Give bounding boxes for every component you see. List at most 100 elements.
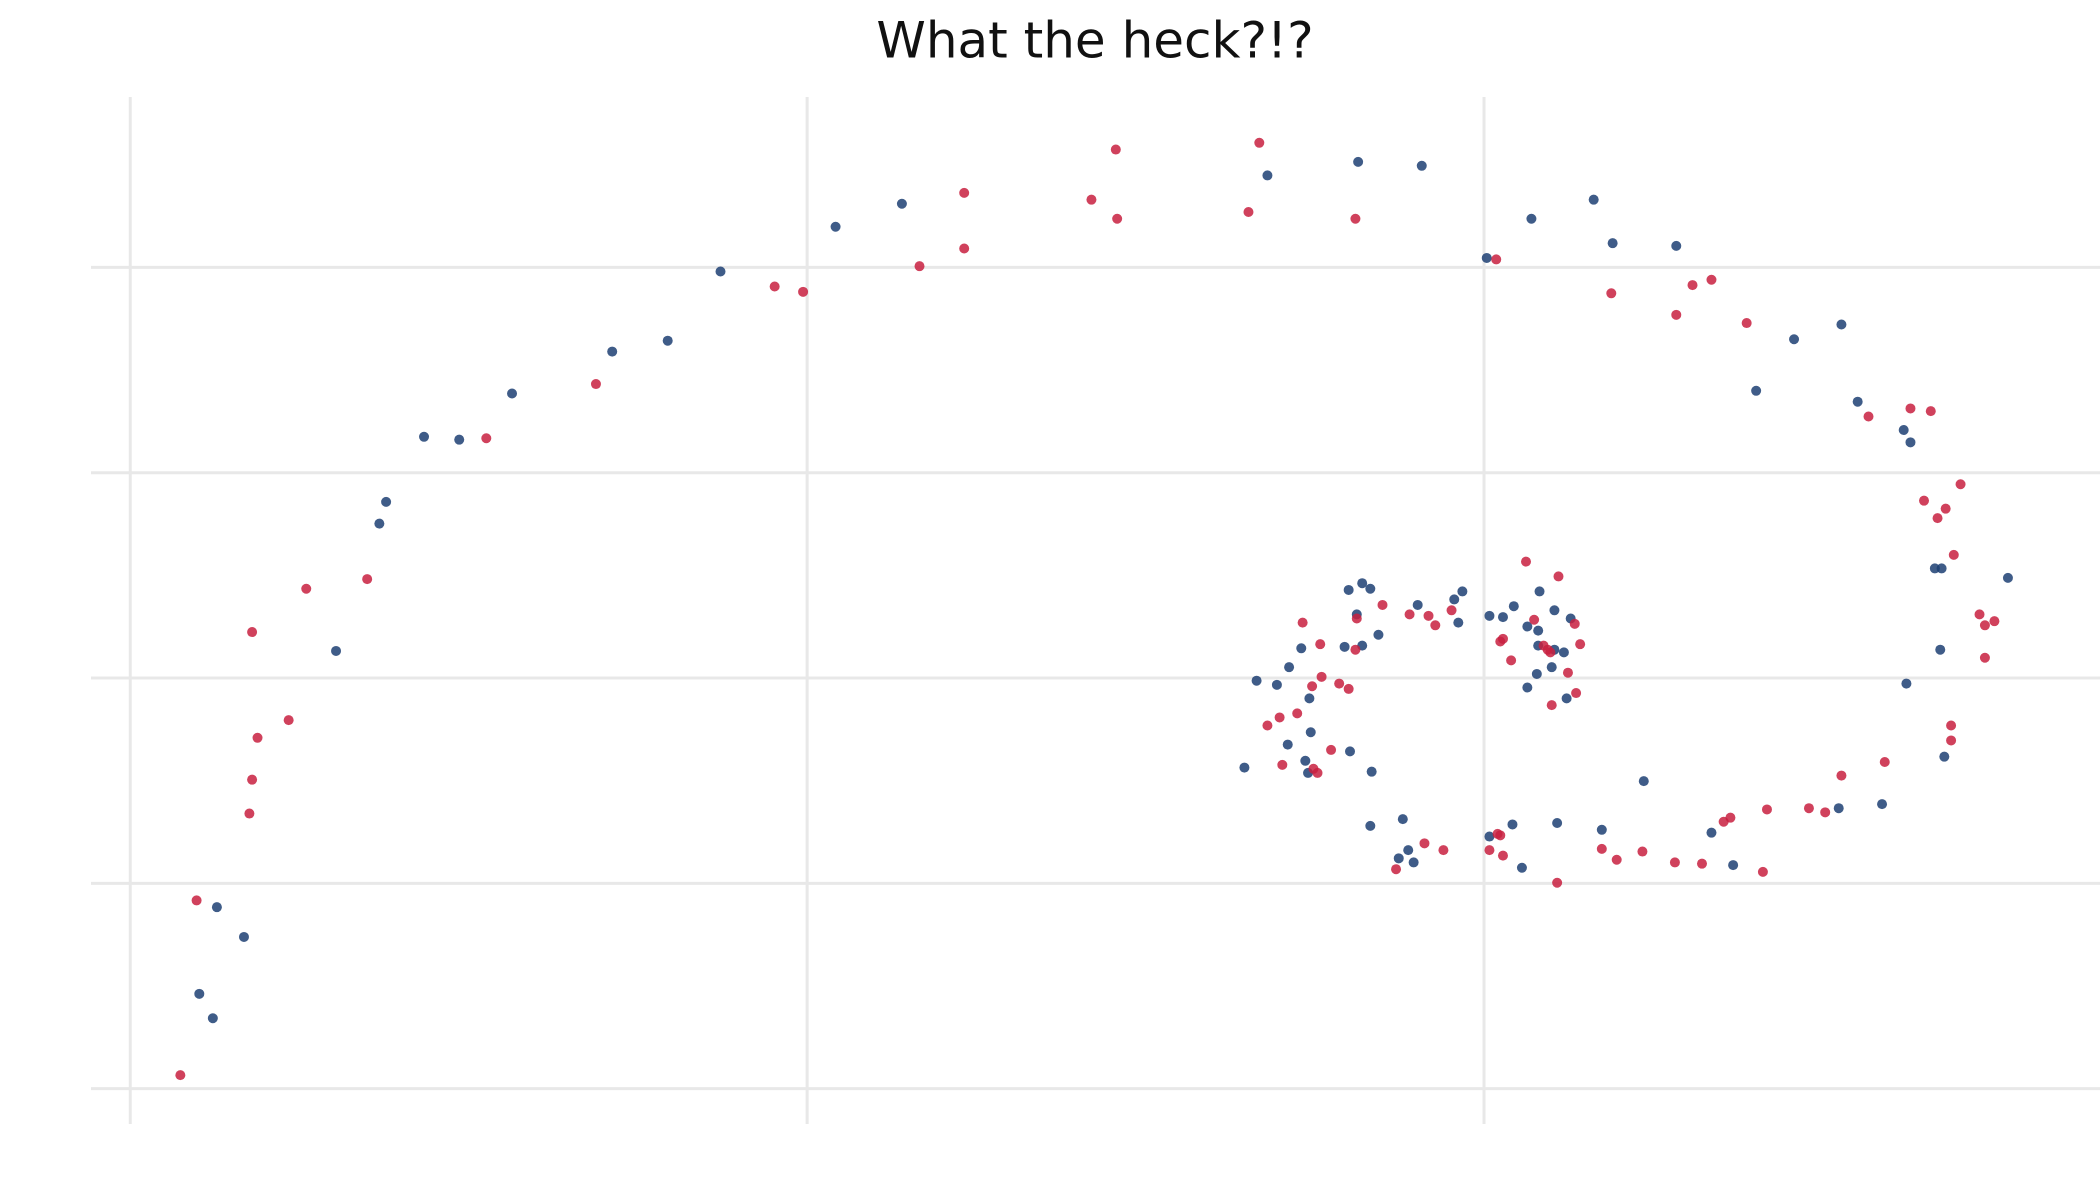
point (1552, 818, 1563, 829)
point (1373, 629, 1384, 640)
point (1669, 857, 1680, 868)
point (607, 346, 618, 357)
point (1687, 280, 1698, 291)
point (1391, 864, 1402, 875)
point (1262, 170, 1273, 181)
point (1671, 240, 1682, 251)
point (507, 388, 518, 399)
point (1552, 877, 1563, 888)
point (1706, 274, 1717, 285)
point (1936, 563, 1947, 574)
point (238, 931, 249, 942)
point (1243, 206, 1254, 217)
point (2002, 572, 2013, 583)
point (1522, 682, 1533, 693)
point (211, 902, 222, 913)
point (1558, 647, 1569, 658)
point (1751, 385, 1762, 396)
point (1312, 767, 1323, 778)
point (175, 1070, 186, 1081)
point (1696, 858, 1707, 869)
point (1852, 396, 1863, 407)
point (1274, 712, 1285, 723)
point (1863, 411, 1874, 422)
point (1345, 746, 1356, 757)
point (1879, 757, 1890, 768)
point (1316, 671, 1327, 682)
point (590, 379, 601, 390)
point (1307, 681, 1318, 692)
point (1397, 814, 1408, 825)
point (1326, 744, 1337, 755)
point (1571, 688, 1582, 699)
point (1365, 583, 1376, 594)
point (1086, 194, 1097, 205)
point (1546, 662, 1557, 673)
point (247, 774, 258, 785)
point (1491, 254, 1502, 265)
point (1549, 605, 1560, 616)
point (1497, 612, 1508, 623)
point (252, 732, 263, 743)
point (830, 221, 841, 232)
point (1728, 860, 1739, 871)
point (1296, 643, 1307, 654)
point (191, 895, 202, 906)
point (1935, 644, 1946, 655)
point (1671, 309, 1682, 320)
point (1596, 824, 1607, 835)
point (1438, 845, 1449, 856)
point (1757, 866, 1768, 877)
point (1297, 617, 1308, 628)
point (1820, 807, 1831, 818)
point (1251, 675, 1262, 686)
point (1393, 853, 1404, 864)
point (1481, 252, 1492, 263)
point (1955, 479, 1966, 490)
point (419, 431, 430, 442)
point (1449, 594, 1460, 605)
point (1905, 437, 1916, 448)
point (454, 434, 465, 445)
point (1575, 639, 1586, 650)
point (1277, 759, 1288, 770)
point (374, 518, 385, 529)
point (1404, 609, 1415, 620)
point (1637, 846, 1648, 857)
point (1939, 751, 1950, 762)
point (1596, 843, 1607, 854)
point (1803, 803, 1814, 814)
point (1553, 571, 1564, 582)
point (1940, 503, 1951, 514)
point (1974, 609, 1985, 620)
point (896, 198, 907, 209)
point (1457, 586, 1468, 597)
point (1836, 770, 1847, 781)
point (1508, 601, 1519, 612)
point (1366, 766, 1377, 777)
point (769, 281, 780, 292)
point (1300, 755, 1311, 766)
point (1423, 610, 1434, 621)
point (1430, 620, 1441, 631)
point (1833, 803, 1844, 814)
point (1305, 727, 1316, 738)
point (1569, 618, 1580, 629)
point (1350, 644, 1361, 655)
point (247, 627, 258, 638)
point (1446, 605, 1457, 616)
point (481, 433, 492, 444)
point (244, 808, 255, 819)
point (1112, 213, 1123, 224)
point (1239, 762, 1250, 773)
point (1292, 708, 1303, 719)
point (1497, 850, 1508, 861)
point (1638, 776, 1649, 787)
point (1561, 693, 1572, 704)
point (1521, 556, 1531, 567)
point (207, 1013, 218, 1024)
point (1546, 700, 1557, 711)
point (1925, 406, 1936, 417)
point (1979, 652, 1990, 663)
point (1365, 820, 1376, 831)
